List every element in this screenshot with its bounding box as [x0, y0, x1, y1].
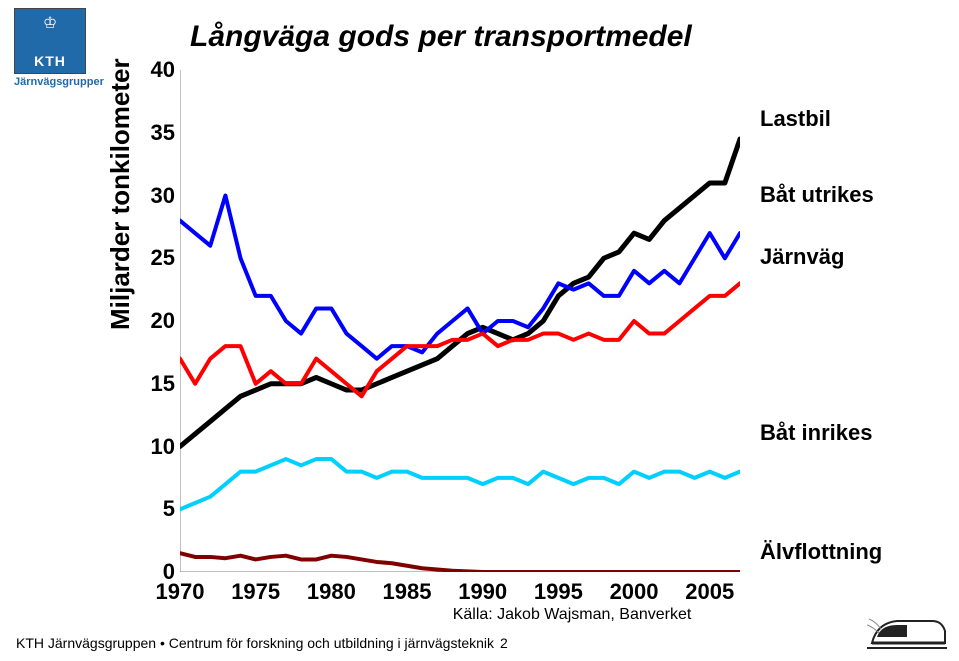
x-tick: 1980 [307, 579, 356, 605]
legend-lastbil: Lastbil [760, 106, 831, 132]
kth-logo: ♔ KTH Järnvägsgrupper [14, 8, 84, 88]
legend-älvflottning: Älvflottning [760, 539, 882, 565]
x-tick: 1985 [383, 579, 432, 605]
train-icon [867, 603, 947, 653]
chart-svg [180, 70, 740, 572]
page-number: 2 [500, 635, 508, 651]
chart-title: Långväga gods per transportmedel [190, 20, 692, 54]
crown-icon: ♔ [15, 13, 85, 33]
y-axis-label: Miljarder tonkilometer [105, 58, 136, 330]
y-tick: 25 [135, 245, 175, 271]
x-tick: 1990 [458, 579, 507, 605]
footer-text: KTH Järnvägsgruppen • Centrum för forskn… [16, 635, 494, 651]
legend-järnväg: Järnväg [760, 244, 844, 270]
y-tick: 35 [135, 120, 175, 146]
chart-source: Källa: Jakob Wajsman, Banverket [453, 606, 692, 624]
y-tick: 15 [135, 371, 175, 397]
y-tick: 5 [135, 496, 175, 522]
x-tick: 2005 [685, 579, 734, 605]
legend-båt-utrikes: Båt utrikes [760, 182, 874, 208]
kth-logo-text: KTH [15, 53, 85, 69]
series-båt-inrikes [180, 459, 740, 509]
x-tick: 1975 [231, 579, 280, 605]
y-tick: 30 [135, 183, 175, 209]
x-tick: 2000 [610, 579, 659, 605]
series-lastbil [180, 139, 740, 446]
x-tick: 1970 [156, 579, 205, 605]
y-tick: 40 [135, 57, 175, 83]
x-tick: 1995 [534, 579, 583, 605]
legend-båt-inrikes: Båt inrikes [760, 420, 873, 446]
kth-logo-subtext: Järnvägsgrupper [14, 76, 84, 88]
series-järnväg [180, 283, 740, 396]
kth-logo-box: ♔ KTH [14, 8, 86, 74]
y-tick: 10 [135, 434, 175, 460]
y-tick: 20 [135, 308, 175, 334]
chart-plot [180, 70, 740, 572]
series-älvflottning [180, 553, 740, 572]
page: ♔ KTH Järnvägsgrupper Långväga gods per … [0, 0, 959, 661]
